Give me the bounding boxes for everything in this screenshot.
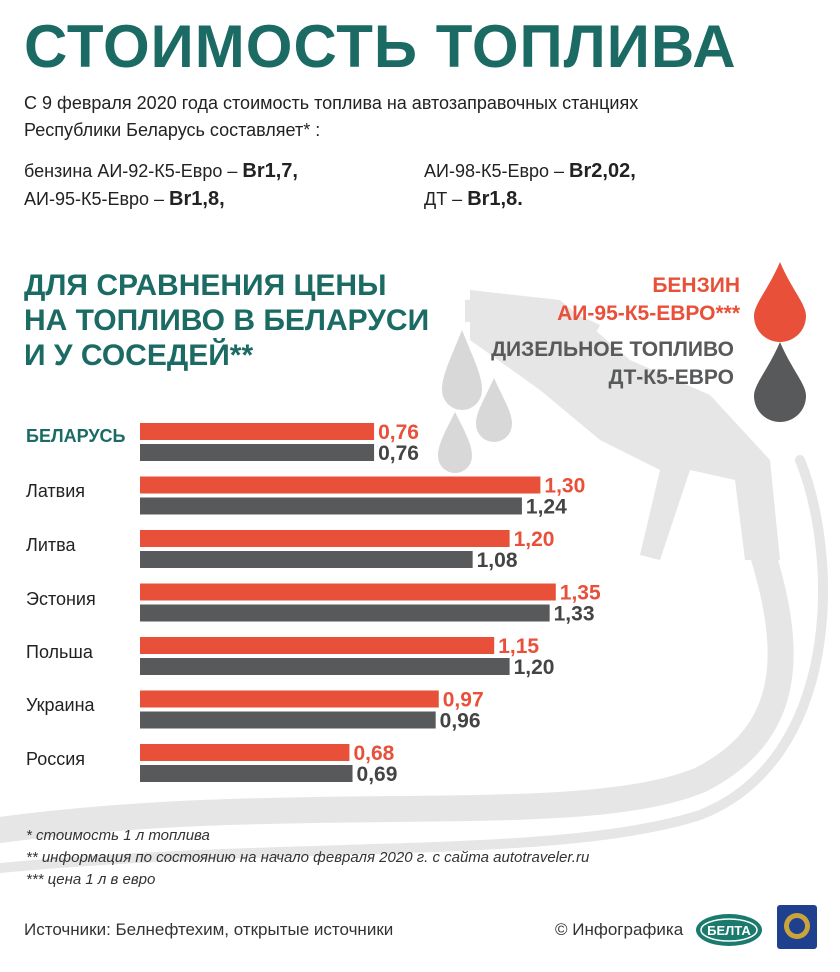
price-label: бензина АИ-92-К5-Евро – bbox=[24, 161, 243, 181]
petrol-bar-5 bbox=[140, 690, 439, 708]
price-value: Br1,8. bbox=[467, 188, 523, 210]
intro-text: С 9 февраля 2020 года стоимость топлива … bbox=[24, 90, 804, 144]
diesel-bar-0 bbox=[140, 444, 375, 461]
country-label-estonia: Эстония bbox=[26, 589, 96, 609]
price-label: ДТ – bbox=[424, 189, 468, 209]
country-label-russia: Россия bbox=[26, 749, 86, 769]
legend-petrol: БЕНЗИН АИ-95-К5-ЕВРО*** bbox=[557, 272, 740, 328]
legend-diesel-line-1: ДИЗЕЛЬНОЕ ТОПЛИВО bbox=[491, 338, 734, 361]
diesel-bar-6 bbox=[140, 765, 353, 782]
diesel-value-label-1: 1,24 bbox=[526, 496, 567, 519]
diesel-bar-2 bbox=[140, 551, 473, 568]
country-label-ukraine: Украина bbox=[26, 695, 95, 715]
diesel-bar-1 bbox=[140, 497, 522, 515]
petrol-bar-6 bbox=[140, 744, 350, 761]
petrol-value-label-5: 0,97 bbox=[443, 689, 484, 712]
petrol-bar-1 bbox=[140, 476, 541, 494]
country-label-lithuania: Литва bbox=[26, 535, 76, 555]
price-ai95: АИ-95-К5-Евро – Br1,8, bbox=[24, 188, 225, 211]
diesel-value-label-6: 0,69 bbox=[357, 763, 398, 786]
legend-petrol-line-2: АИ-95-К5-ЕВРО*** bbox=[557, 302, 740, 325]
belta-logo: БЕЛТА bbox=[696, 914, 762, 946]
diesel-value-label-2: 1,08 bbox=[477, 549, 518, 572]
petrol-bar-3 bbox=[140, 583, 556, 601]
diesel-drop-icon bbox=[754, 342, 806, 422]
emblem-logo bbox=[777, 905, 817, 949]
legend-petrol-line-1: БЕНЗИН bbox=[652, 274, 740, 297]
diesel-bar-4 bbox=[140, 658, 510, 675]
diesel-value-label-0: 0,76 bbox=[378, 442, 419, 465]
diesel-value-label-5: 0,96 bbox=[440, 710, 481, 733]
footnote-2: ** информация по состоянию на начало фев… bbox=[26, 849, 590, 866]
price-label: АИ-98-К5-Евро – bbox=[424, 161, 570, 181]
diesel-value-label-3: 1,33 bbox=[554, 603, 595, 626]
price-label: АИ-95-К5-Евро – bbox=[24, 189, 170, 209]
intro-line-1: С 9 февраля 2020 года стоимость топлива … bbox=[24, 93, 639, 113]
intro-line-2: Республики Беларусь составляет* : bbox=[24, 120, 321, 140]
country-label-poland: Польша bbox=[26, 642, 93, 662]
petrol-bar-2 bbox=[140, 530, 510, 547]
chart-subtitle: ДЛЯ СРАВНЕНИЯ ЦЕНЫ НА ТОПЛИВО В БЕЛАРУСИ… bbox=[24, 268, 484, 373]
petrol-value-label-1: 1,30 bbox=[544, 475, 585, 498]
price-value: Br1,8, bbox=[169, 188, 225, 210]
subtitle-line-3: И У СОСЕДЕЙ** bbox=[24, 339, 254, 372]
logo-text: БЕЛТА bbox=[707, 923, 751, 938]
petrol-bar-4 bbox=[140, 637, 495, 654]
petrol-value-label-0: 0,76 bbox=[378, 421, 419, 444]
petrol-drop-icon bbox=[754, 262, 806, 342]
price-dt: ДТ – Br1,8. bbox=[424, 188, 523, 211]
subtitle-line-1: ДЛЯ СРАВНЕНИЯ ЦЕНЫ bbox=[24, 269, 387, 302]
petrol-value-label-6: 0,68 bbox=[353, 742, 394, 765]
diesel-bar-5 bbox=[140, 711, 436, 729]
petrol-value-label-4: 1,15 bbox=[498, 635, 539, 658]
page-title: СТОИМОСТЬ ТОПЛИВА bbox=[24, 13, 737, 80]
credit-text: © Инфографика bbox=[555, 920, 684, 939]
diesel-value-label-4: 1,20 bbox=[514, 656, 555, 679]
petrol-value-label-2: 1,20 bbox=[514, 528, 555, 551]
petrol-bar-0 bbox=[140, 423, 375, 440]
price-value: Br1,7, bbox=[242, 160, 298, 182]
diesel-bar-3 bbox=[140, 604, 550, 622]
price-ai92: бензина АИ-92-К5-Евро – Br1,7, bbox=[24, 160, 298, 183]
country-label-latvia: Латвия bbox=[26, 481, 86, 501]
petrol-value-label-3: 1,35 bbox=[560, 582, 601, 605]
price-ai98: АИ-98-К5-Евро – Br2,02, bbox=[424, 160, 636, 183]
legend-diesel-line-2: ДТ-К5-ЕВРО bbox=[608, 366, 734, 389]
price-value: Br2,02, bbox=[569, 160, 636, 182]
footnote-1: * стоимость 1 л топлива bbox=[26, 827, 210, 844]
country-label-belarus: БЕЛАРУСЬ bbox=[26, 426, 126, 446]
sources-text: Источники: Белнефтехим, открытые источни… bbox=[24, 920, 394, 939]
legend-diesel: ДИЗЕЛЬНОЕ ТОПЛИВО ДТ-К5-ЕВРО bbox=[491, 336, 734, 392]
subtitle-line-2: НА ТОПЛИВО В БЕЛАРУСИ bbox=[24, 304, 430, 337]
footnote-3: *** цена 1 л в евро bbox=[26, 871, 156, 888]
